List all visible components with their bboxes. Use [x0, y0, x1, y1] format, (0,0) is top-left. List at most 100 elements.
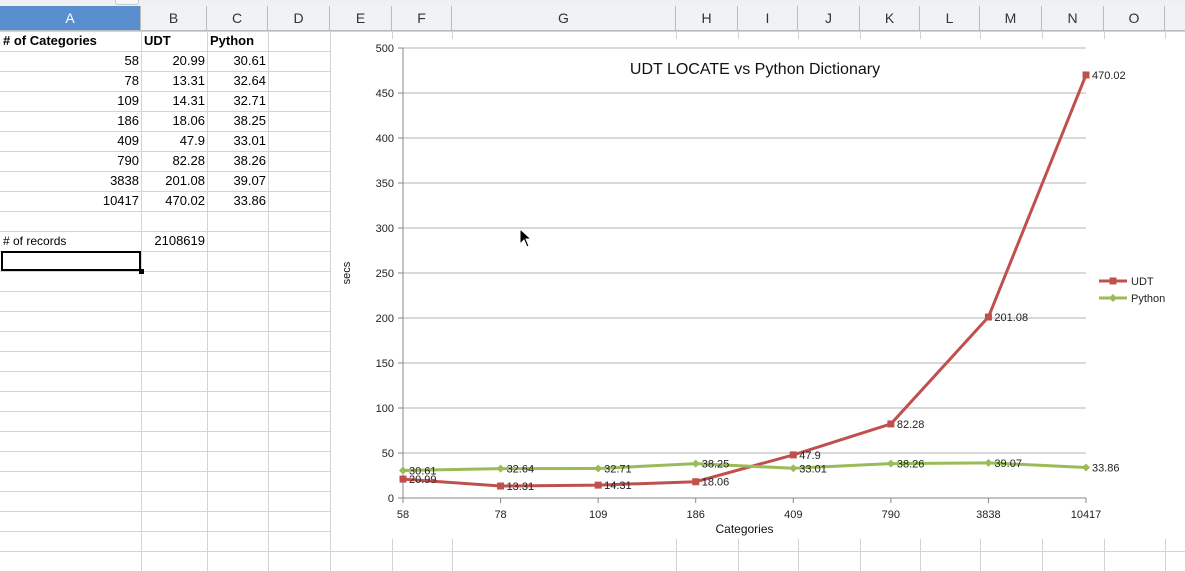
x-tick-label: 186: [687, 509, 705, 521]
cell-categories[interactable]: 10417: [102, 193, 139, 208]
cell-python[interactable]: 30.61: [233, 53, 266, 68]
header-categories[interactable]: # of Categories: [3, 33, 97, 48]
y-axis-label: secs: [341, 261, 353, 284]
y-tick-label: 150: [376, 358, 394, 370]
cell-categories[interactable]: 3838: [110, 173, 139, 188]
chart-title: UDT LOCATE vs Python Dictionary: [630, 61, 880, 78]
column-header-e[interactable]: E: [330, 6, 392, 30]
data-point-python: [789, 464, 798, 473]
toolbar-handle: [115, 0, 139, 5]
column-header-n[interactable]: N: [1042, 6, 1104, 30]
column-gridline: [330, 31, 331, 571]
column-header-d[interactable]: D: [268, 6, 330, 30]
cell-udt[interactable]: 14.31: [172, 93, 205, 108]
column-header-m[interactable]: M: [980, 6, 1042, 30]
column-header-k[interactable]: K: [860, 6, 920, 30]
cell-udt[interactable]: 82.28: [172, 153, 205, 168]
cell-categories[interactable]: 186: [117, 113, 139, 128]
cell-python[interactable]: 38.26: [233, 153, 266, 168]
data-point-udt: [399, 475, 407, 483]
legend-marker-python: [1109, 294, 1117, 302]
data-point-udt: [789, 451, 797, 459]
data-point-udt: [984, 313, 992, 321]
column-gridline: [141, 31, 142, 571]
cell-udt[interactable]: 470.02: [165, 193, 205, 208]
data-label-python: 38.25: [702, 459, 730, 471]
column-gridline: [268, 31, 269, 571]
x-tick-label: 78: [494, 509, 506, 521]
data-point-python: [1082, 463, 1090, 472]
column-header-a[interactable]: A: [0, 6, 141, 30]
line-chart[interactable]: 0 50 100 150 200 250 300 350 400 450 500 58 78 109 186…: [331, 39, 1185, 539]
cell-udt[interactable]: 18.06: [172, 113, 205, 128]
cell-python[interactable]: 33.01: [233, 133, 266, 148]
data-label-python: 39.07: [994, 458, 1022, 470]
x-tick-label: 409: [784, 509, 802, 521]
data-label-udt: 13.31: [507, 481, 535, 493]
records-value[interactable]: 2108619: [154, 233, 205, 248]
legend-marker-udt: [1109, 277, 1117, 285]
x-tick-label: 790: [882, 509, 900, 521]
cell-categories[interactable]: 58: [124, 53, 139, 68]
x-axis-label: Categories: [715, 522, 773, 536]
column-header-g[interactable]: G: [452, 6, 676, 30]
chart-svg: 0 50 100 150 200 250 300 350 400 450 500 58 78 109 186…: [341, 43, 1165, 536]
y-tick-label: 450: [376, 88, 394, 100]
active-cell-cursor[interactable]: [1, 251, 141, 271]
data-point-udt: [497, 482, 505, 490]
y-tick-label: 300: [376, 223, 394, 235]
window-top-strip: [0, 0, 1185, 6]
column-header-f[interactable]: F: [392, 6, 452, 30]
cell-categories[interactable]: 790: [117, 153, 139, 168]
cell-python[interactable]: 38.25: [233, 113, 266, 128]
fill-handle[interactable]: [139, 269, 144, 274]
data-point-python: [886, 459, 895, 468]
data-point-udt: [594, 481, 602, 489]
header-udt[interactable]: UDT: [144, 33, 171, 48]
cell-python[interactable]: 32.64: [233, 73, 266, 88]
data-label-python: 32.71: [604, 464, 632, 476]
cell-python[interactable]: 33.86: [233, 193, 266, 208]
y-tick-label: 350: [376, 178, 394, 190]
x-tick-label: 109: [589, 509, 607, 521]
column-header-j[interactable]: J: [798, 6, 860, 30]
cell-python[interactable]: 39.07: [233, 173, 266, 188]
legend-label-python: Python: [1131, 293, 1165, 305]
y-tick-label: 0: [388, 493, 394, 505]
data-label-udt: 14.31: [604, 480, 632, 492]
data-point-python: [496, 464, 505, 473]
data-point-udt: [887, 420, 895, 428]
column-header-h[interactable]: H: [676, 6, 738, 30]
data-label-udt: 82.28: [897, 419, 925, 431]
mouse-pointer-icon: [519, 228, 533, 248]
column-header-b[interactable]: B: [141, 6, 207, 30]
cell-udt[interactable]: 20.99: [172, 53, 205, 68]
cell-categories[interactable]: 78: [124, 73, 139, 88]
data-label-python: 33.01: [799, 463, 827, 475]
cell-udt[interactable]: 13.31: [172, 73, 205, 88]
data-label-udt: 18.06: [702, 477, 730, 489]
data-label-udt: 47.9: [799, 450, 820, 462]
row-gridline: [0, 551, 1185, 552]
cell-udt[interactable]: 47.9: [179, 133, 205, 148]
data-label-python: 32.64: [507, 464, 535, 476]
header-python[interactable]: Python: [210, 33, 255, 48]
column-header-o[interactable]: O: [1104, 6, 1165, 30]
series-line-python: [402, 461, 1087, 472]
cell-categories[interactable]: 409: [117, 133, 139, 148]
column-gridline: [207, 31, 208, 571]
column-header-l[interactable]: L: [920, 6, 980, 30]
cell-categories[interactable]: 109: [117, 93, 139, 108]
data-point-python: [399, 466, 407, 475]
row-gridline: [0, 31, 1185, 32]
y-tick-label: 200: [376, 313, 394, 325]
data-label-udt: 201.08: [994, 312, 1028, 324]
column-header-bar: A B C D E F G H I J K L M N O: [0, 6, 1185, 31]
column-header-c[interactable]: C: [207, 6, 268, 30]
x-tick-label: 58: [397, 509, 409, 521]
cell-python[interactable]: 32.71: [233, 93, 266, 108]
column-header-i[interactable]: I: [738, 6, 798, 30]
y-tick-label: 500: [376, 43, 394, 55]
records-label[interactable]: # of records: [3, 234, 67, 248]
cell-udt[interactable]: 201.08: [165, 173, 205, 188]
